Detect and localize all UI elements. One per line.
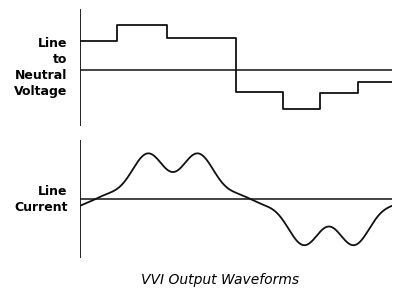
Text: Line
Current: Line Current <box>14 185 68 214</box>
Text: Line
to
Neutral
Voltage: Line to Neutral Voltage <box>14 37 68 98</box>
Text: VVI Output Waveforms: VVI Output Waveforms <box>141 273 299 287</box>
